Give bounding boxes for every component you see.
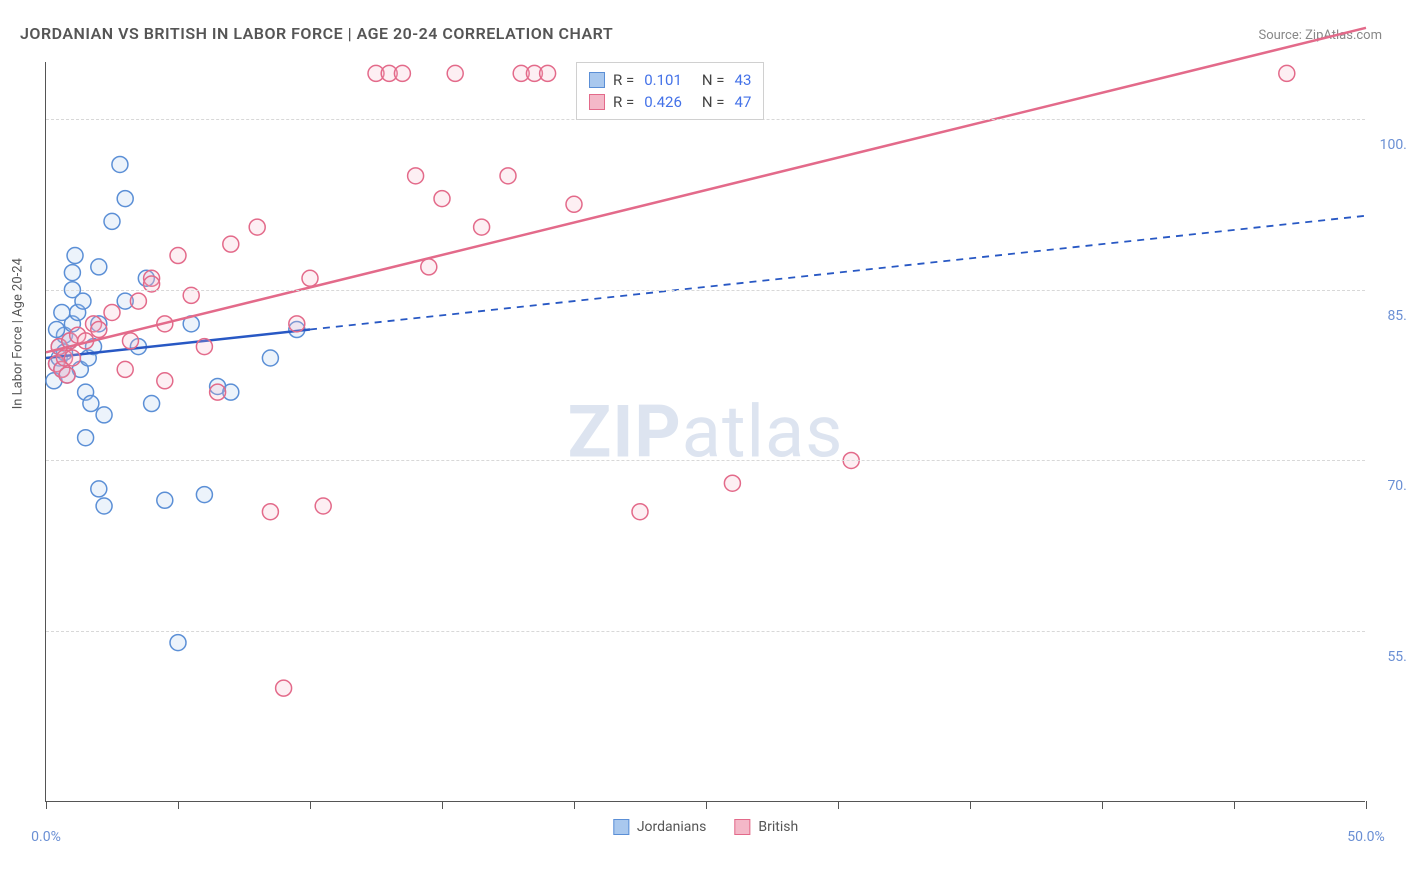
scatter-point	[249, 219, 265, 235]
scatter-point	[83, 396, 99, 412]
scatter-point	[75, 293, 91, 309]
scatter-point	[289, 316, 305, 332]
y-axis-title: In Labor Force | Age 20-24	[11, 258, 26, 409]
scatter-point	[421, 259, 437, 275]
scatter-point	[724, 475, 740, 491]
scatter-point	[262, 504, 278, 520]
chart-title: JORDANIAN VS BRITISH IN LABOR FORCE | AG…	[20, 24, 613, 43]
scatter-point	[262, 350, 278, 366]
legend-swatch-british	[734, 819, 750, 835]
scatter-point	[91, 259, 107, 275]
r-label: R =	[613, 93, 634, 111]
scatter-point	[78, 430, 94, 446]
scatter-point	[500, 168, 516, 184]
x-tick	[706, 801, 707, 809]
x-tick	[574, 801, 575, 809]
legend-label-jordanians: Jordanians	[637, 819, 707, 835]
r-value-british: 0.426	[644, 93, 682, 111]
scatter-point	[210, 384, 226, 400]
x-tick-label: 50.0%	[1347, 829, 1385, 845]
scatter-point	[447, 65, 463, 81]
scatter-point	[157, 492, 173, 508]
scatter-point	[566, 196, 582, 212]
scatter-point	[157, 373, 173, 389]
scatter-point	[540, 65, 556, 81]
scatter-point	[632, 504, 648, 520]
scatter-point	[59, 367, 75, 383]
scatter-point	[130, 293, 146, 309]
scatter-point	[96, 407, 112, 423]
scatter-point	[64, 265, 80, 281]
stats-row-jordanians: R = 0.101 N = 43	[589, 69, 751, 91]
legend-swatch-jordanians	[589, 72, 605, 88]
series-legend: Jordanians British	[613, 819, 798, 835]
scatter-point	[302, 270, 318, 286]
scatter-point	[1279, 65, 1295, 81]
r-value-jordanians: 0.101	[644, 71, 682, 89]
gridline-h	[46, 290, 1365, 291]
gridline-h	[46, 460, 1365, 461]
n-label: N =	[702, 71, 725, 89]
x-tick	[310, 801, 311, 809]
scatter-point	[196, 339, 212, 355]
scatter-point	[276, 680, 292, 696]
scatter-point	[96, 498, 112, 514]
x-tick	[1234, 801, 1235, 809]
legend-label-british: British	[758, 819, 798, 835]
scatter-point	[91, 481, 107, 497]
scatter-point	[64, 350, 80, 366]
scatter-point	[49, 322, 65, 338]
scatter-point	[104, 304, 120, 320]
n-value-jordanians: 43	[735, 71, 752, 89]
x-tick	[46, 801, 47, 809]
scatter-point	[223, 236, 239, 252]
x-tick	[970, 801, 971, 809]
y-tick-label: 70.0%	[1387, 478, 1406, 494]
scatter-point	[408, 168, 424, 184]
legend-swatch-jordanians	[613, 819, 629, 835]
scatter-point	[474, 219, 490, 235]
scatter-point	[170, 635, 186, 651]
r-label: R =	[613, 71, 634, 89]
x-tick-label: 0.0%	[31, 829, 61, 845]
scatter-point	[170, 248, 186, 264]
legend-swatch-british	[589, 94, 605, 110]
scatter-svg	[46, 62, 1365, 801]
scatter-point	[112, 156, 128, 172]
trend-line-jordanians-ext	[310, 216, 1366, 330]
scatter-point	[144, 396, 160, 412]
scatter-point	[196, 487, 212, 503]
legend-item-jordanians: Jordanians	[613, 819, 707, 835]
scatter-point	[54, 304, 70, 320]
scatter-point	[394, 65, 410, 81]
scatter-point	[117, 361, 133, 377]
x-tick	[442, 801, 443, 809]
source-attribution: Source: ZipAtlas.com	[1258, 28, 1382, 43]
x-tick	[838, 801, 839, 809]
n-label: N =	[702, 93, 725, 111]
chart-plot-area: In Labor Force | Age 20-24 ZIPatlas R = …	[45, 62, 1365, 802]
x-tick	[1366, 801, 1367, 809]
stats-legend: R = 0.101 N = 43 R = 0.426 N = 47	[576, 62, 764, 120]
stats-row-british: R = 0.426 N = 47	[589, 91, 751, 113]
n-value-british: 47	[735, 93, 752, 111]
scatter-point	[104, 213, 120, 229]
scatter-point	[91, 322, 107, 338]
scatter-point	[67, 248, 83, 264]
scatter-point	[434, 191, 450, 207]
scatter-point	[315, 498, 331, 514]
scatter-point	[122, 333, 138, 349]
y-tick-label: 55.0%	[1387, 649, 1406, 665]
y-tick-label: 85.0%	[1387, 308, 1406, 324]
x-tick	[1102, 801, 1103, 809]
legend-item-british: British	[734, 819, 798, 835]
x-tick	[178, 801, 179, 809]
scatter-point	[117, 191, 133, 207]
gridline-h	[46, 631, 1365, 632]
y-tick-label: 100.0%	[1380, 137, 1406, 153]
